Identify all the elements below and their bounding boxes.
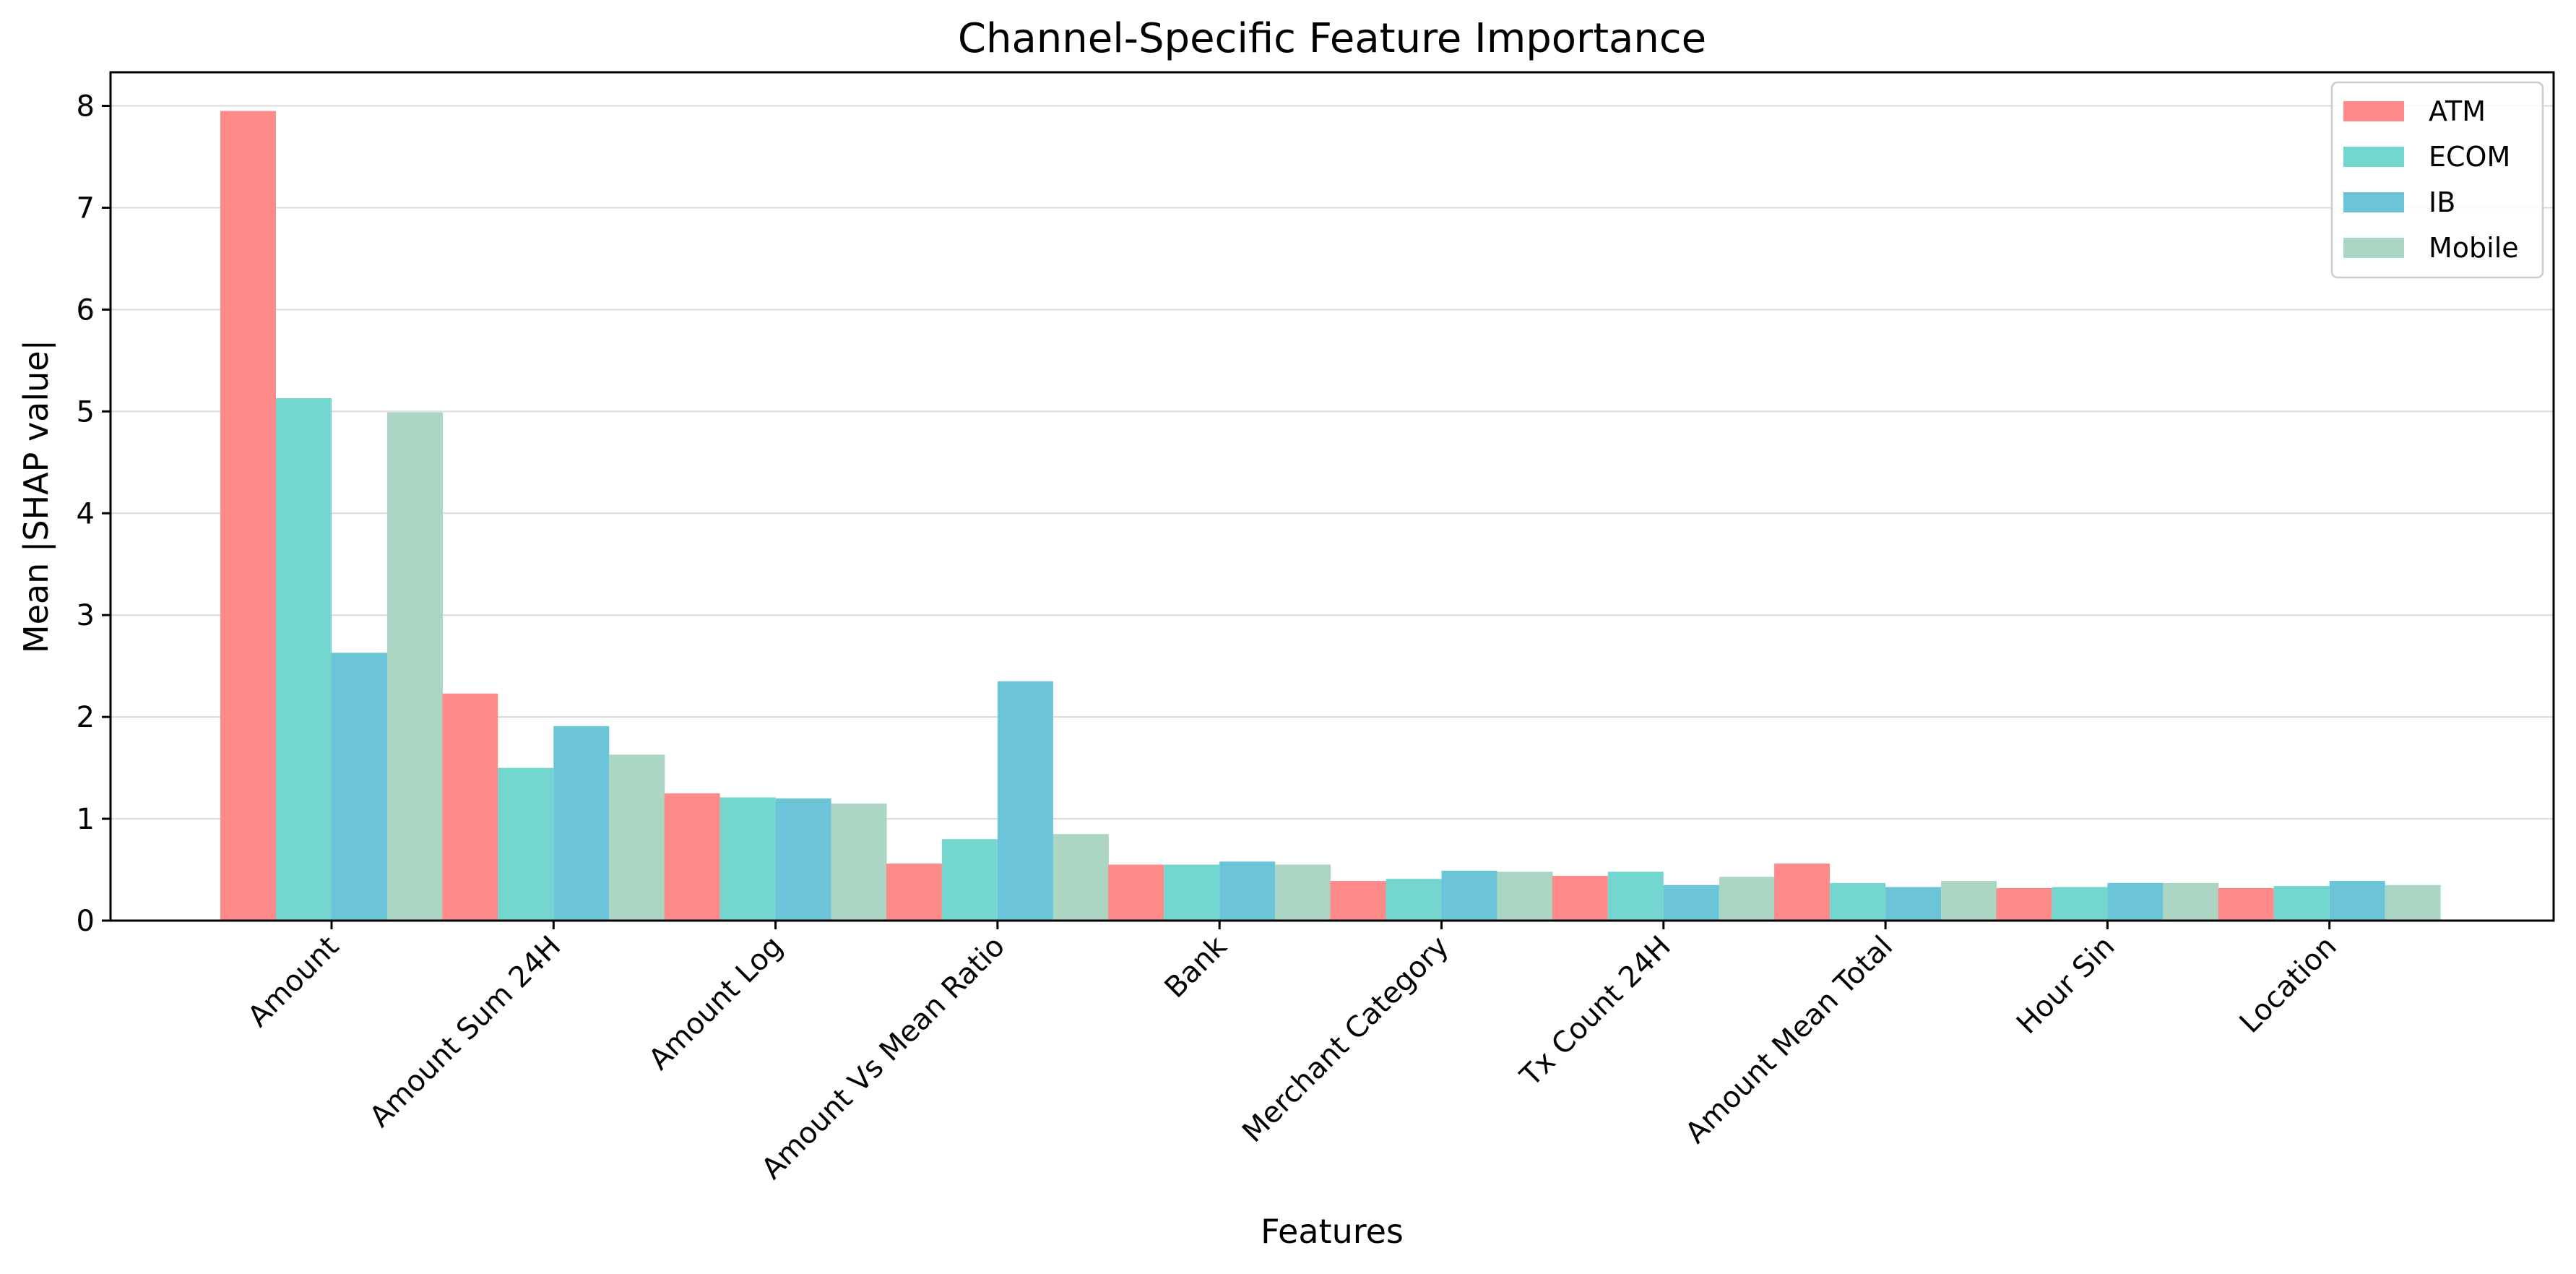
x-tick-label: Location [2234, 930, 2343, 1040]
bar-atm [1552, 875, 1608, 921]
bars [220, 111, 2441, 921]
bar-mobile [1719, 877, 1775, 921]
bar-mobile [387, 412, 443, 921]
bar-ecom [276, 397, 332, 921]
bar-mobile [1275, 864, 1331, 921]
y-tick-label: 5 [77, 395, 95, 429]
y-tick-label: 2 [77, 701, 95, 734]
legend-label-ecom: ECOM [2429, 141, 2510, 173]
bar-mobile [609, 754, 665, 921]
bar-mobile [2385, 885, 2441, 921]
x-tick-label: Amount [241, 930, 345, 1034]
x-tick-label: Hour Sin [2010, 930, 2121, 1041]
y-tick-label: 6 [77, 293, 95, 327]
bar-atm [886, 864, 942, 921]
chart-title: Channel-Specific Feature Importance [958, 15, 1706, 62]
bar-atm [442, 693, 498, 921]
y-tick-label: 0 [77, 905, 95, 938]
bar-ib [1441, 870, 1497, 921]
bar-atm [2218, 887, 2274, 921]
x-tick-label: Amount Log [642, 930, 789, 1077]
bar-mobile [831, 803, 887, 921]
bar-ib [553, 726, 610, 921]
bar-ecom [1164, 864, 1220, 921]
y-axis: 0 1 2 3 4 5 6 7 8 [77, 90, 111, 938]
bar-ib [1663, 885, 1719, 921]
bar-atm [220, 111, 276, 921]
x-tick-label: Merchant Category [1236, 930, 1455, 1149]
y-tick-label: 8 [77, 90, 95, 124]
x-tick-label: Amount Mean Total [1679, 930, 1899, 1150]
bar-ib [775, 798, 831, 921]
bar-ecom [498, 767, 554, 921]
legend-swatch-mobile [2343, 238, 2404, 258]
legend-frame [2330, 81, 2544, 279]
x-tick-label: Tx Count 24H [1513, 930, 1677, 1093]
bar-atm [1108, 864, 1164, 921]
legend-label-ib: IB [2429, 186, 2455, 218]
bar-ib [332, 653, 387, 921]
bar-mobile [2163, 882, 2219, 921]
bar-ib [2329, 881, 2385, 921]
legend-label-mobile: Mobile [2429, 232, 2519, 264]
x-tick-label: Bank [1159, 929, 1234, 1004]
y-tick-label: 3 [77, 599, 95, 632]
bar-ecom [1386, 879, 1442, 921]
bar-mobile [1497, 871, 1553, 921]
bar-atm [1996, 887, 2052, 921]
y-tick-label: 4 [77, 497, 95, 530]
legend-swatch-ib [2343, 192, 2404, 212]
bar-ecom [719, 797, 776, 921]
bar-atm [1774, 864, 1831, 921]
legend-swatch-ecom [2343, 147, 2404, 167]
bar-ib [2107, 882, 2164, 921]
bar-ib [1885, 887, 1942, 921]
bar-mobile [1941, 881, 1997, 921]
legend-swatch-atm [2343, 101, 2404, 121]
y-axis-label: Mean |SHAP value| [17, 340, 56, 653]
bar-ecom [2052, 887, 2108, 921]
bar-atm [1330, 881, 1386, 921]
bar-ecom [2273, 886, 2330, 921]
bar-ib [997, 681, 1053, 921]
legend: ATM ECOM IB Mobile [2330, 81, 2544, 279]
x-tick-label: Amount Sum 24H [363, 930, 567, 1134]
bar-ecom [1607, 871, 1664, 921]
y-tick-label: 1 [77, 803, 95, 836]
plot-frame [109, 71, 2555, 922]
bar-ib [1219, 861, 1276, 921]
x-tick-label: Amount Vs Mean Ratio [756, 930, 1011, 1186]
bar-atm [664, 793, 720, 921]
legend-label-atm: ATM [2429, 95, 2486, 127]
y-tick-label: 7 [77, 191, 95, 225]
bar-ecom [941, 839, 998, 921]
x-axis-label: Features [1261, 1212, 1404, 1251]
bar-mobile [1053, 834, 1109, 921]
bar-ecom [1830, 882, 1886, 921]
